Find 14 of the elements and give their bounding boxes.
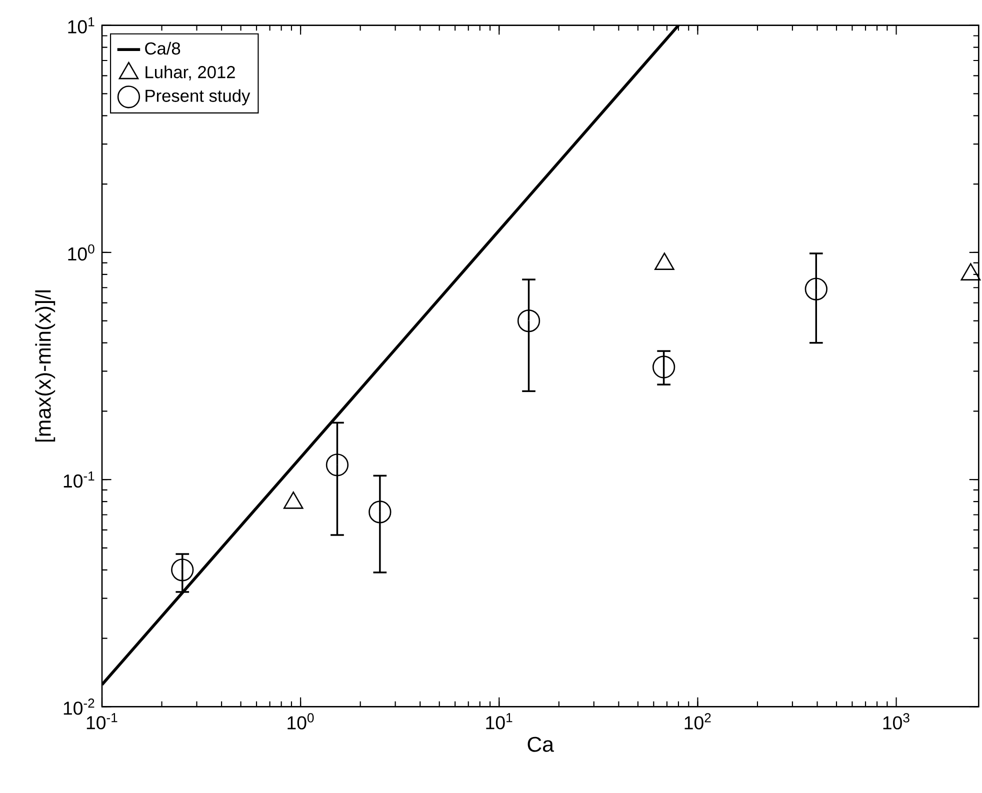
legend-label: Present study (146, 89, 250, 106)
y-axis-title: [max(x)-min(x)]/l (35, 290, 56, 442)
y-tick-label: 10$^{-2}$ (64, 698, 94, 715)
x-tick-label: 10$^{3}$ (883, 713, 910, 730)
x-axis-title: Ca (528, 736, 554, 752)
legend-label: Luhar, 2012 (146, 65, 235, 80)
legend-label: Ca/8 (145, 42, 180, 54)
y-tick-label: 10$^{1}$ (68, 17, 94, 34)
x-tick-label: 10$^{0}$ (288, 713, 314, 730)
x-tick-label: 10$^{2}$ (684, 713, 711, 730)
x-tick-label: 10$^{1}$ (486, 713, 512, 730)
y-tick-label: 10$^{-1}$ (64, 471, 94, 488)
y-tick-label: 10$^{0}$ (68, 244, 94, 260)
x-tick-label: 10$^{-1}$ (86, 713, 118, 730)
